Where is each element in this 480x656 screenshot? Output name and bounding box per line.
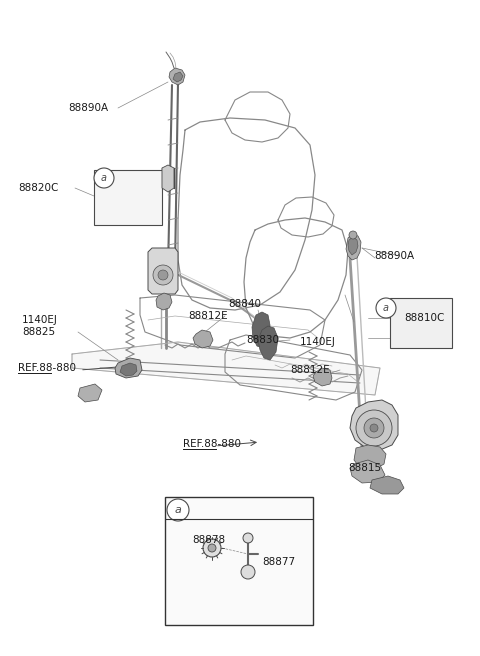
Circle shape [376,298,396,318]
Text: 88812E: 88812E [290,365,330,375]
Text: 88890A: 88890A [374,251,414,261]
Polygon shape [348,237,358,255]
Bar [390,298,452,348]
Text: REF.88-880: REF.88-880 [183,439,241,449]
Polygon shape [258,326,278,360]
Text: 88830: 88830 [246,335,279,345]
Bar [165,497,313,625]
Text: 88878: 88878 [192,535,225,545]
Circle shape [208,544,216,552]
Polygon shape [354,445,386,470]
Circle shape [349,231,357,239]
Polygon shape [78,384,102,402]
Text: 88890A: 88890A [68,103,108,113]
Polygon shape [148,248,178,294]
Text: 88812E: 88812E [188,311,228,321]
Polygon shape [72,342,380,395]
Polygon shape [350,460,385,483]
Circle shape [243,533,253,543]
Circle shape [94,168,114,188]
Polygon shape [346,234,361,260]
Text: a: a [175,505,181,515]
Circle shape [364,418,384,438]
Circle shape [356,410,392,446]
Polygon shape [120,363,137,376]
Text: a: a [101,173,107,183]
Bar [94,170,162,225]
Text: a: a [383,303,389,313]
Polygon shape [313,368,332,386]
Text: 88810C: 88810C [404,313,444,323]
Text: 1140EJ: 1140EJ [22,315,58,325]
Circle shape [203,539,221,557]
Circle shape [153,265,173,285]
Text: 1140EJ: 1140EJ [300,337,336,347]
Polygon shape [350,400,398,450]
Polygon shape [162,165,174,192]
Polygon shape [252,312,270,348]
Circle shape [167,499,189,521]
Polygon shape [193,330,213,348]
Circle shape [158,270,168,280]
Polygon shape [156,293,172,310]
Polygon shape [370,476,404,494]
Text: 88815: 88815 [348,463,381,473]
Text: 88820C: 88820C [18,183,59,193]
Text: 88825: 88825 [22,327,55,337]
Circle shape [241,565,255,579]
Text: 88840: 88840 [228,299,261,309]
Polygon shape [169,68,185,85]
Text: REF.88-880: REF.88-880 [18,363,76,373]
Text: 88877: 88877 [262,557,295,567]
Polygon shape [115,358,142,378]
Polygon shape [173,72,183,82]
Circle shape [370,424,378,432]
